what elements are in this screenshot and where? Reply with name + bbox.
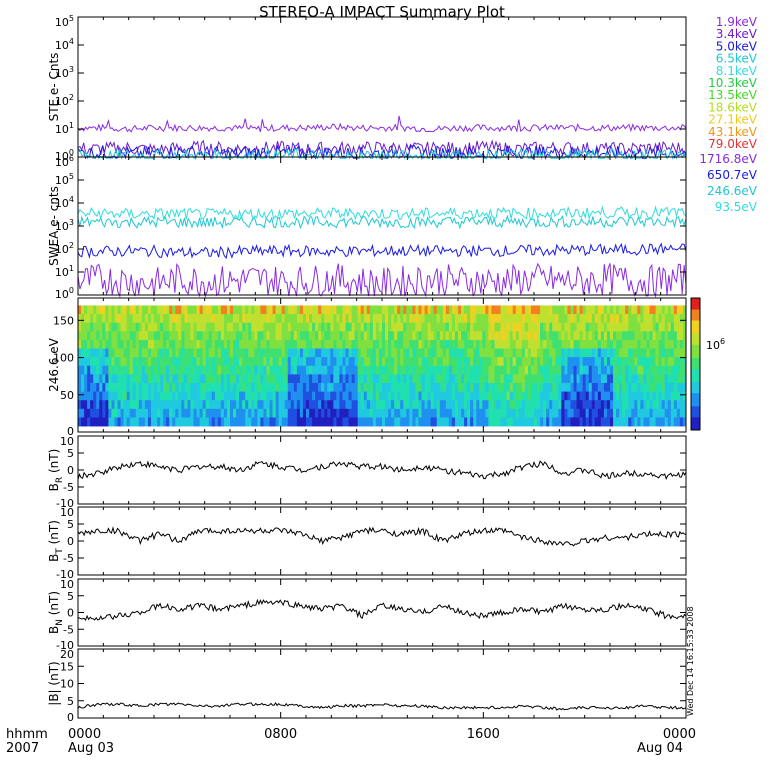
swea-ylabel: SWEA e- cnts (47, 186, 61, 266)
bt-ytick-label: 0 (67, 535, 74, 548)
bt-ytick-label: 10 (60, 506, 74, 519)
bmag-ytick-label: 5 (67, 695, 74, 708)
pad-ytick-label: 50 (60, 389, 74, 402)
legend-ste-3: 6.5keV (716, 52, 758, 66)
swea-series-3 (77, 205, 687, 221)
legend-ste-5: 10.3keV (708, 76, 758, 90)
pad-ylabel: 246.6 eV (47, 337, 61, 392)
ste-ytick-label: 104 (55, 37, 74, 52)
ste-series-0 (77, 115, 687, 133)
pad-ytick-label: 0 (67, 425, 74, 438)
ste-frame (77, 16, 687, 158)
bn-line (77, 598, 687, 621)
legend-ste-9: 43.1keV (708, 125, 758, 139)
bn-ytick-label: 5 (67, 590, 74, 603)
swea-series-1 (77, 242, 687, 260)
br-ytick-label: 0 (67, 464, 74, 477)
legend-swea-0: 1716.8eV (699, 152, 757, 166)
swea-ytick-label: 106 (55, 154, 74, 169)
ste-ytick-label: 101 (55, 121, 74, 136)
bn-ytick-label: 10 (60, 578, 74, 591)
time-tick-label: 0000 (68, 727, 101, 742)
bt-ytick-label: -5 (63, 552, 74, 565)
legend-swea-2: 246.6eV (707, 184, 758, 198)
legend-ste-8: 27.1keV (708, 113, 758, 127)
swea-ytick-label: 100 (55, 286, 74, 301)
legend-ste-1: 3.4keV (716, 27, 758, 41)
legend-ste-2: 5.0keV (716, 39, 758, 53)
year-label: 2007 (6, 741, 39, 756)
pad-panel: 106 0 50 100 150 246.6 eV (47, 297, 725, 438)
bmag-ytick-label: 20 (60, 648, 74, 661)
bmag-frame (77, 648, 687, 719)
legend-ste-4: 8.1keV (716, 64, 758, 78)
bmag-line (77, 701, 687, 711)
legend-ste-0: 1.9keV (716, 15, 758, 29)
time-tick-label: 1600 (467, 727, 500, 742)
bmag-ylabel: |B| (nT) (47, 661, 61, 705)
colorbar-label: 106 (706, 337, 725, 352)
legend-ste-6: 13.5keV (708, 88, 758, 102)
bn-frame (77, 578, 687, 647)
pad-ytick-label: 100 (53, 352, 74, 365)
legend-swea-3: 93.5eV (715, 200, 758, 214)
bt-ytick-label: 5 (67, 518, 74, 531)
bn-ytick-label: -10 (56, 639, 74, 652)
timestamp-stamp: Wed Dec 14 16:15:33 2008 (686, 606, 695, 716)
bmag-ytick-label: 15 (60, 660, 74, 673)
pad-ytick-label: 150 (53, 314, 74, 327)
end-date-label: Aug 04 (637, 741, 683, 756)
bt-line (77, 526, 687, 547)
bn-ytick-label: -5 (63, 623, 74, 636)
br-ytick-label: 5 (67, 447, 74, 460)
colorbar: 106 (690, 297, 725, 431)
bn-ytick-label: 0 (67, 607, 74, 620)
br-ytick-label: -5 (63, 481, 74, 494)
bt-ytick-label: -10 (56, 568, 74, 581)
br-ytick-label: 10 (60, 435, 74, 448)
bmag-ytick-label: 0 (67, 711, 74, 724)
swea-ytick-label: 105 (55, 172, 74, 187)
bmag-ytick-label: 10 (60, 678, 74, 691)
ste-ytick-label: 105 (55, 14, 74, 29)
legend-swea-1: 650.7eV (707, 168, 758, 182)
time-tick-label: 0800 (264, 727, 297, 742)
br-line (77, 460, 687, 481)
swea-series-2 (77, 214, 687, 230)
start-date-label: Aug 03 (68, 741, 114, 756)
swea-series-0 (77, 262, 687, 299)
time-tick-label: 0000 (663, 727, 696, 742)
swea-frame (77, 156, 687, 296)
legend-ste-10: 79.0keV (708, 137, 758, 151)
br-ytick-label: -10 (56, 497, 74, 510)
ste-ylabel: STE e- Cnts (47, 53, 61, 122)
legend-ste-7: 18.6keV (708, 100, 758, 114)
br-frame (77, 435, 687, 505)
hhmm-label: hhmm (6, 727, 48, 742)
